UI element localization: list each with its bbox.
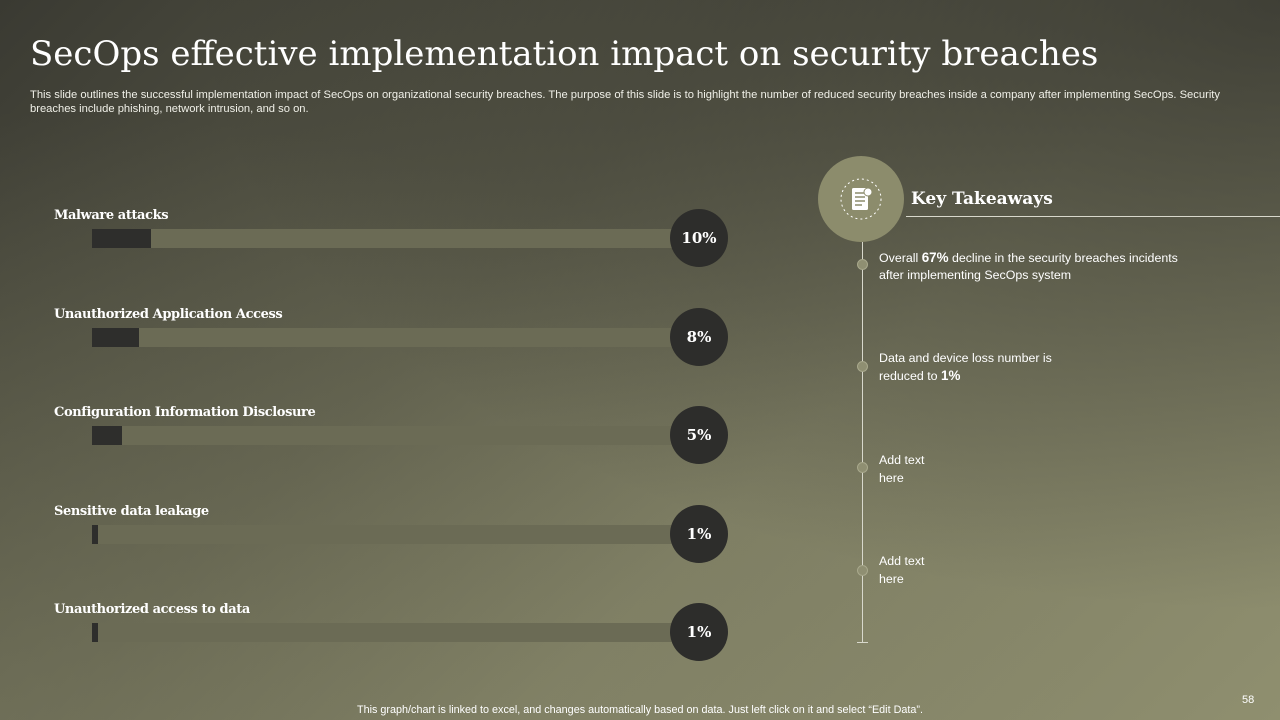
takeaway-item: Data and device loss number is reduced t… — [879, 351, 1052, 383]
value-label: 1% — [670, 504, 728, 563]
value-label: 5% — [670, 406, 728, 464]
bar-label: Unauthorized access to data — [54, 602, 250, 617]
bar-track — [92, 229, 682, 248]
bar-label: Configuration Information Disclosure — [54, 405, 316, 420]
timeline-dot — [857, 462, 868, 473]
bar — [92, 524, 98, 544]
key-takeaways-badge — [818, 156, 904, 242]
bar-track — [92, 327, 682, 347]
value-label: 8% — [670, 307, 728, 366]
bar-track — [92, 623, 682, 642]
takeaway-item: Add text here — [879, 554, 925, 586]
document-icon — [840, 178, 882, 220]
timeline-dot — [857, 565, 868, 576]
value-label: 1% — [670, 603, 728, 661]
timeline-line — [862, 242, 863, 642]
bar-track — [92, 524, 682, 544]
takeaway-item: Overall 67% decline in the security brea… — [879, 250, 1178, 282]
bar-label: Unauthorized Application Access — [54, 306, 283, 322]
bar — [92, 229, 151, 248]
key-takeaways-title: Key Takeaways — [911, 189, 1053, 209]
bar — [92, 327, 140, 347]
page-number: 58 — [1242, 694, 1255, 706]
page-subtitle: This slide outlines the successful imple… — [30, 89, 1221, 115]
key-takeaways-underline — [906, 216, 1280, 217]
bar — [92, 623, 98, 642]
timeline-dot — [857, 259, 868, 270]
value-label: 10% — [670, 209, 728, 267]
takeaway-item: Add text here — [879, 453, 925, 485]
bar — [92, 426, 122, 445]
bar-track — [92, 426, 682, 445]
bar-label: Malware attacks — [54, 208, 169, 223]
page-title: SecOps effective implementation impact o… — [30, 34, 1099, 74]
timeline-dot — [857, 361, 868, 372]
timeline-end — [857, 642, 868, 643]
footer-note: This graph/chart is linked to excel, and… — [357, 704, 923, 716]
bar-label: Sensitive data leakage — [54, 503, 209, 519]
